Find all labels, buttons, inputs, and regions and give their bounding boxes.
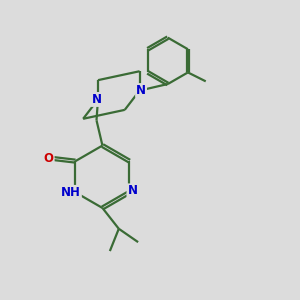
Text: N: N (128, 184, 137, 197)
Text: N: N (92, 93, 101, 106)
Text: N: N (136, 84, 146, 97)
Text: NH: NH (61, 186, 81, 199)
Text: O: O (44, 152, 54, 165)
